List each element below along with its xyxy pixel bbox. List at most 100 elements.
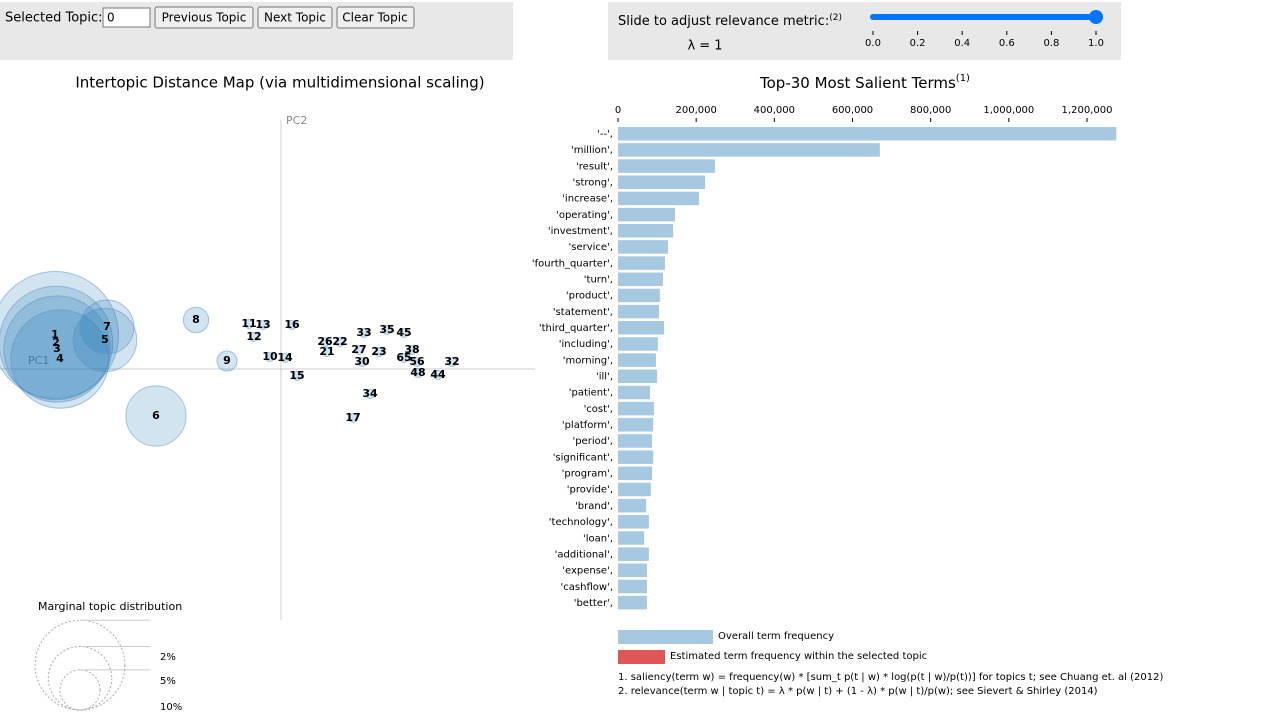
topic-circle[interactable] [413, 368, 423, 378]
topic-circle[interactable] [359, 328, 369, 338]
topic-label: 27 [351, 343, 366, 356]
topic-circle[interactable] [447, 357, 457, 367]
topic-circle[interactable] [3, 295, 111, 403]
term-bar[interactable] [618, 159, 715, 173]
term-label: 'significant', [553, 452, 613, 463]
topic-circle[interactable] [354, 345, 364, 355]
topic-circle[interactable] [10, 309, 110, 409]
topic-circle[interactable] [365, 389, 375, 399]
term-bar[interactable] [618, 418, 654, 432]
topic-circle[interactable] [280, 353, 290, 363]
term-bar[interactable] [618, 531, 645, 545]
term-bar[interactable] [618, 143, 880, 157]
term-bar[interactable] [618, 434, 653, 448]
topic-circle[interactable] [292, 371, 302, 381]
topic-label: 45 [396, 326, 411, 339]
term-bar[interactable] [618, 175, 706, 190]
term-label: 'strong', [572, 178, 613, 189]
topic-label: 17 [345, 411, 360, 424]
term-label: 'statement', [553, 307, 613, 318]
legend-swatch [618, 650, 665, 664]
size-legend-circle [34, 619, 126, 711]
topic-label: 7 [103, 320, 111, 333]
topic-circle[interactable] [382, 325, 392, 335]
term-bar[interactable] [618, 563, 647, 578]
topic-label: 34 [362, 387, 378, 400]
term-bar[interactable] [618, 353, 656, 367]
term-bar[interactable] [618, 385, 651, 400]
topic-circle[interactable] [433, 370, 443, 380]
term-bar[interactable] [618, 256, 665, 270]
topic-circle[interactable] [249, 332, 259, 342]
term-bar[interactable] [618, 547, 649, 561]
clear-button[interactable]: Clear Topic [336, 6, 415, 29]
topic-circle[interactable] [287, 320, 297, 330]
term-bar[interactable] [618, 240, 669, 254]
prev-button[interactable]: Previous Topic [154, 6, 254, 29]
term-bar[interactable] [618, 321, 665, 335]
topic-label: 8 [192, 313, 200, 326]
topic-circle[interactable] [258, 320, 268, 330]
term-bar[interactable] [618, 466, 653, 481]
topic-circle[interactable] [335, 337, 345, 347]
topic-circle[interactable] [244, 319, 254, 329]
topic-circle[interactable] [72, 307, 138, 373]
topic-circle[interactable] [216, 350, 238, 372]
topic-input[interactable]: 0 [102, 7, 151, 28]
term-label: 'better', [574, 598, 613, 609]
topic-label: 5 [101, 333, 109, 346]
term-bar[interactable] [618, 579, 647, 594]
term-bar[interactable] [618, 191, 699, 206]
topic-circle[interactable] [265, 352, 275, 362]
term-bar[interactable] [618, 515, 649, 529]
topic-circle[interactable] [0, 285, 114, 401]
term-label: 'including', [559, 339, 613, 350]
term-bar[interactable] [618, 127, 1117, 141]
term-label: 'turn', [584, 275, 613, 286]
term-label: 'result', [576, 161, 613, 172]
term-bar[interactable] [618, 401, 654, 416]
term-label: 'cost', [584, 404, 613, 415]
topic-circle[interactable] [374, 347, 384, 357]
term-bar[interactable] [618, 337, 658, 351]
topic-input-value[interactable]: 0 [107, 11, 115, 25]
topic-circle[interactable] [399, 353, 409, 363]
term-bar[interactable] [618, 272, 663, 287]
pc2-label: PC2 [286, 114, 307, 127]
topic-label: 65 [396, 351, 411, 364]
topic-label: 10 [262, 350, 278, 363]
term-label: 'patient', [569, 388, 613, 399]
button-label[interactable]: Previous Topic [162, 11, 247, 25]
term-bar[interactable] [618, 450, 654, 464]
term-bar[interactable] [618, 369, 658, 384]
term-bar[interactable] [618, 224, 674, 238]
term-bar[interactable] [618, 595, 647, 610]
topic-label: 3 [53, 342, 61, 355]
topic-label: 15 [289, 369, 304, 382]
topic-circle[interactable] [407, 345, 417, 355]
slider-knob[interactable] [1089, 10, 1103, 24]
button-label[interactable]: Next Topic [264, 11, 326, 25]
map-title: Intertopic Distance Map (via multidimens… [75, 74, 484, 92]
term-bar[interactable] [618, 207, 676, 222]
topic-circle[interactable] [320, 337, 330, 347]
topic-circle[interactable] [322, 347, 332, 357]
next-button[interactable]: Next Topic [257, 6, 333, 29]
topic-circle[interactable] [357, 357, 367, 367]
x-tick-label: 0 [615, 105, 621, 116]
topic-circle[interactable] [399, 328, 409, 338]
topic-circle[interactable] [348, 413, 358, 423]
topic-circle[interactable] [125, 385, 187, 447]
term-bar[interactable] [618, 482, 651, 497]
term-label: 'program', [562, 469, 613, 480]
term-bar[interactable] [618, 288, 660, 303]
term-label: 'expense', [562, 566, 613, 577]
slider-note: (2) [829, 13, 842, 23]
topic-label: 22 [332, 335, 347, 348]
topic-circle[interactable] [79, 299, 135, 355]
term-bar[interactable] [618, 304, 660, 319]
term-bar[interactable] [618, 498, 647, 513]
topic-circle[interactable] [182, 306, 210, 334]
topic-circle[interactable] [412, 357, 422, 367]
button-label[interactable]: Clear Topic [342, 11, 407, 25]
